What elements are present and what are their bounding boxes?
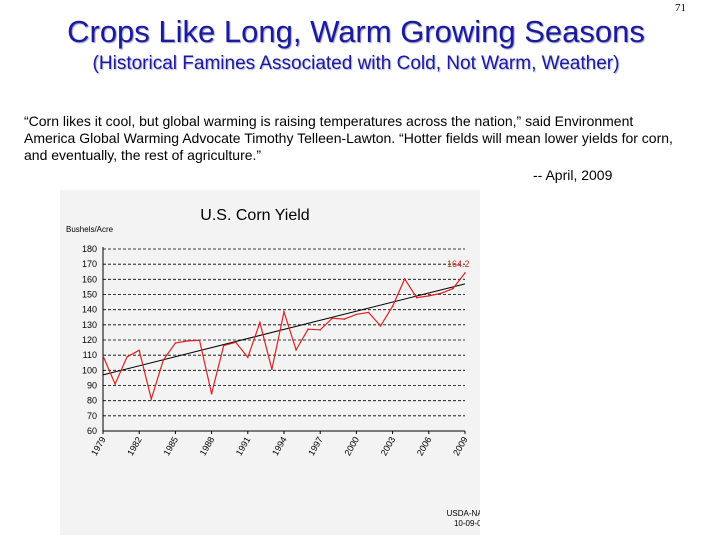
x-tick-label: 1994 <box>270 435 289 457</box>
quote-text: “Corn likes it cool, but global warming … <box>24 113 673 163</box>
source-label: USDA-NASS <box>447 509 480 518</box>
data-point <box>403 278 406 280</box>
y-tick-label: 160 <box>82 274 97 284</box>
data-point <box>379 325 382 327</box>
x-tick-label: 1979 <box>89 435 108 457</box>
gridlines <box>103 248 465 417</box>
data-point <box>138 349 140 352</box>
x-tick-labels: 1979 1982 1985 1988 1991 1994 1997 2000 2003 2006… <box>89 435 470 457</box>
x-tick-label: 2009 <box>451 435 470 457</box>
y-tick-label: 110 <box>83 350 97 360</box>
x-tick-label: 2006 <box>415 435 434 457</box>
quote-attribution: -- April, 2009 <box>533 167 613 183</box>
source-date: 10-09-09 <box>454 519 480 528</box>
series-line-corn-yield <box>102 272 466 402</box>
y-axis-label: Bushels/Acre <box>66 225 114 234</box>
x-tick-label: 1982 <box>125 435 144 457</box>
data-point <box>247 356 249 359</box>
trendline-layer <box>102 283 466 376</box>
data-point <box>174 342 177 344</box>
data-point <box>428 295 430 297</box>
page-number: 71 <box>675 2 686 14</box>
chart-canvas: U.S. Corn Yield Bushels/Acre 60 70 80 90 100… <box>66 207 480 528</box>
data-point <box>415 296 418 299</box>
data-point <box>114 383 116 385</box>
y-tick-label: 130 <box>82 320 97 330</box>
y-tick-label: 140 <box>82 305 97 315</box>
data-point <box>295 349 297 351</box>
data-point <box>162 359 165 361</box>
data-point <box>391 305 394 308</box>
y-tick-label: 170 <box>82 259 97 269</box>
data-point <box>452 287 454 290</box>
data-point <box>222 344 225 347</box>
chart-title: U.S. Corn Yield <box>200 207 309 224</box>
data-point <box>355 313 358 316</box>
data-point <box>259 321 261 324</box>
x-tick-label: 2000 <box>342 435 361 457</box>
data-point <box>271 368 273 371</box>
y-tick-label: 150 <box>82 290 97 300</box>
data-point <box>464 272 466 274</box>
last-value-annotation: 164.2 <box>447 259 470 269</box>
slide-subtitle: (Historical Famines Associated with Cold… <box>92 53 620 74</box>
axes <box>102 247 466 434</box>
data-point <box>307 328 309 331</box>
data-point <box>102 355 104 357</box>
data-point <box>186 340 189 342</box>
x-tick-label: 2003 <box>379 435 398 457</box>
data-point <box>331 317 334 319</box>
data-point <box>440 292 442 295</box>
data-point <box>150 398 153 400</box>
y-tick-labels: 60 70 80 90 100 110 120 130 140 150 160 170 180 <box>82 244 97 436</box>
data-point <box>126 356 128 358</box>
y-tick-label: 90 <box>87 381 97 391</box>
slide-title: Crops Like Long, Warm Growing Seasons <box>67 14 645 49</box>
data-point <box>283 310 285 313</box>
x-tick-label: 1997 <box>306 435 325 457</box>
y-tick-label: 70 <box>87 411 97 421</box>
y-tick-label: 60 <box>87 426 97 436</box>
data-point <box>343 318 346 320</box>
data-point <box>198 339 201 342</box>
series-layer <box>102 272 466 402</box>
x-tick-label: 1991 <box>234 435 253 457</box>
y-tick-label: 100 <box>82 365 97 375</box>
x-tick-label: 1985 <box>161 435 180 457</box>
y-tick-label: 120 <box>82 335 97 345</box>
trendline <box>102 283 466 376</box>
data-point <box>367 311 370 314</box>
y-tick-label: 180 <box>82 244 97 254</box>
data-point <box>319 329 322 331</box>
corn-yield-chart: U.S. Corn Yield Bushels/Acre 60 70 80 90 100… <box>60 190 480 535</box>
x-tick-label: 1988 <box>198 435 217 457</box>
data-point <box>210 392 213 395</box>
y-tick-label: 80 <box>87 396 97 406</box>
data-point <box>234 341 237 344</box>
